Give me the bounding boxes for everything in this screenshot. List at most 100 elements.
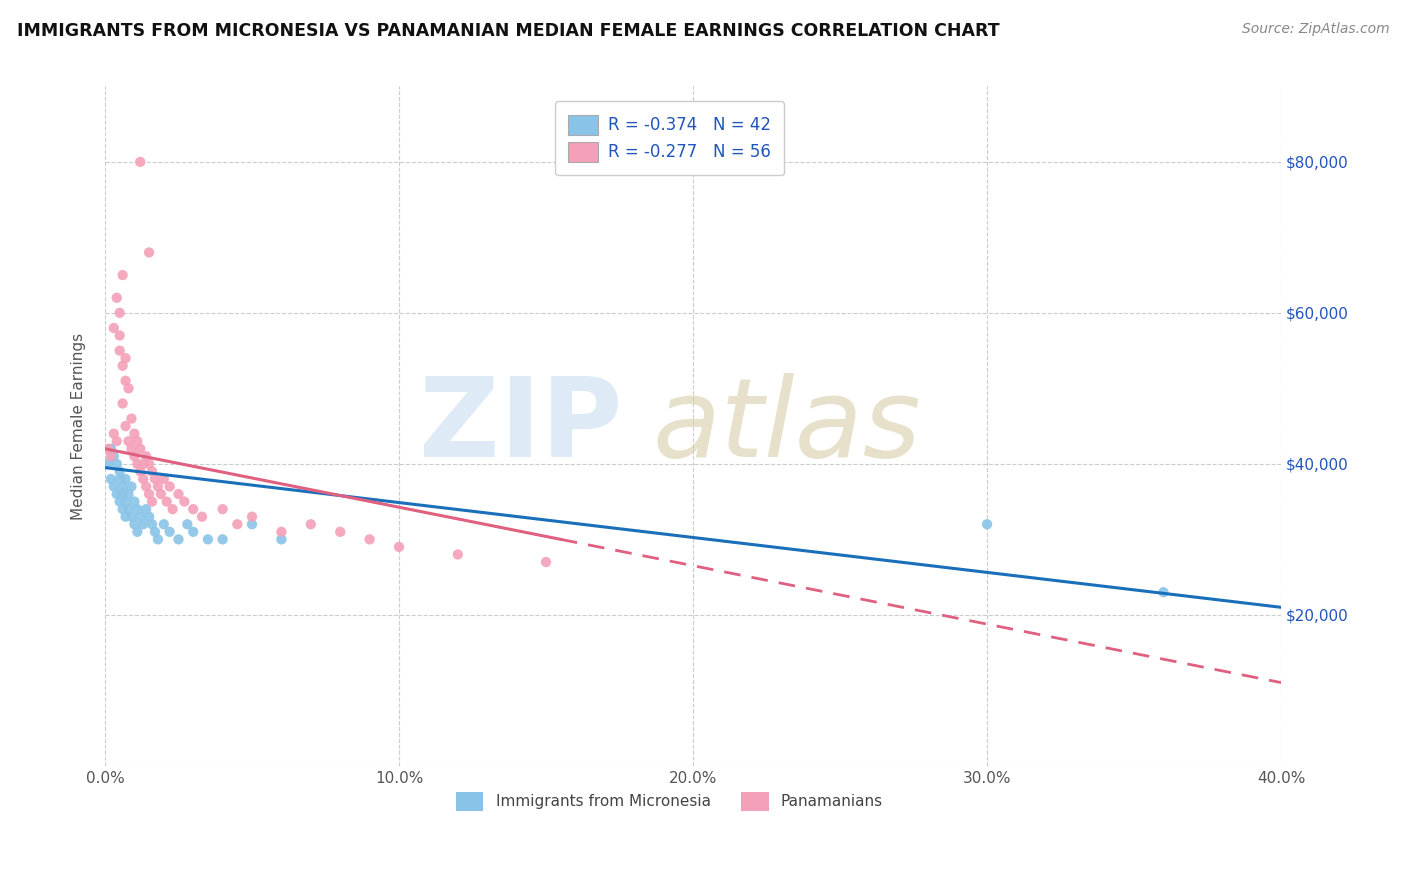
- Point: [105, 434, 128, 449]
- Point: [124, 426, 146, 441]
- Point: [159, 524, 181, 539]
- Point: [388, 540, 411, 554]
- Point: [114, 351, 136, 366]
- Point: [1153, 585, 1175, 599]
- Point: [162, 502, 184, 516]
- Point: [135, 502, 157, 516]
- Point: [240, 509, 263, 524]
- Text: Source: ZipAtlas.com: Source: ZipAtlas.com: [1241, 22, 1389, 37]
- Point: [138, 509, 160, 524]
- Point: [534, 555, 557, 569]
- Y-axis label: Median Female Earnings: Median Female Earnings: [72, 333, 86, 520]
- Point: [103, 450, 125, 464]
- Point: [135, 479, 157, 493]
- Point: [129, 442, 152, 456]
- Point: [197, 533, 219, 547]
- Point: [173, 494, 195, 508]
- Point: [103, 479, 125, 493]
- Point: [105, 291, 128, 305]
- Point: [129, 464, 152, 478]
- Point: [111, 479, 134, 493]
- Point: [176, 517, 198, 532]
- Point: [108, 343, 131, 358]
- Point: [117, 487, 139, 501]
- Point: [100, 450, 122, 464]
- Point: [329, 524, 352, 539]
- Point: [135, 450, 157, 464]
- Point: [120, 442, 142, 456]
- Point: [111, 487, 134, 501]
- Point: [97, 442, 120, 456]
- Point: [129, 509, 152, 524]
- Point: [299, 517, 322, 532]
- Point: [167, 487, 190, 501]
- Point: [117, 434, 139, 449]
- Point: [181, 502, 204, 516]
- Point: [141, 517, 163, 532]
- Point: [108, 328, 131, 343]
- Point: [211, 502, 233, 516]
- Point: [114, 374, 136, 388]
- Point: [132, 457, 155, 471]
- Point: [138, 245, 160, 260]
- Point: [191, 509, 214, 524]
- Point: [100, 472, 122, 486]
- Point: [120, 509, 142, 524]
- Point: [111, 359, 134, 373]
- Point: [138, 487, 160, 501]
- Point: [359, 533, 381, 547]
- Text: atlas: atlas: [652, 373, 921, 480]
- Point: [211, 533, 233, 547]
- Point: [270, 524, 292, 539]
- Point: [976, 517, 998, 532]
- Point: [120, 411, 142, 425]
- Point: [127, 434, 149, 449]
- Point: [108, 306, 131, 320]
- Point: [143, 472, 166, 486]
- Point: [114, 419, 136, 434]
- Point: [152, 472, 174, 486]
- Text: ZIP: ZIP: [419, 373, 623, 480]
- Point: [105, 487, 128, 501]
- Point: [103, 321, 125, 335]
- Point: [146, 533, 169, 547]
- Point: [143, 524, 166, 539]
- Point: [108, 472, 131, 486]
- Text: IMMIGRANTS FROM MICRONESIA VS PANAMANIAN MEDIAN FEMALE EARNINGS CORRELATION CHAR: IMMIGRANTS FROM MICRONESIA VS PANAMANIAN…: [17, 22, 1000, 40]
- Point: [114, 494, 136, 508]
- Point: [111, 502, 134, 516]
- Point: [132, 472, 155, 486]
- Point: [97, 457, 120, 471]
- Point: [114, 472, 136, 486]
- Point: [120, 479, 142, 493]
- Point: [117, 502, 139, 516]
- Point: [108, 494, 131, 508]
- Point: [132, 517, 155, 532]
- Point: [240, 517, 263, 532]
- Point: [152, 517, 174, 532]
- Point: [226, 517, 249, 532]
- Point: [127, 457, 149, 471]
- Point: [129, 154, 152, 169]
- Point: [181, 524, 204, 539]
- Point: [138, 457, 160, 471]
- Point: [111, 396, 134, 410]
- Point: [447, 548, 470, 562]
- Point: [114, 509, 136, 524]
- Point: [270, 533, 292, 547]
- Point: [105, 457, 128, 471]
- Point: [127, 524, 149, 539]
- Point: [127, 502, 149, 516]
- Point: [103, 426, 125, 441]
- Point: [111, 268, 134, 282]
- Point: [124, 517, 146, 532]
- Point: [156, 494, 179, 508]
- Point: [117, 381, 139, 395]
- Point: [124, 494, 146, 508]
- Point: [149, 487, 172, 501]
- Point: [146, 479, 169, 493]
- Legend: Immigrants from Micronesia, Panamanians: Immigrants from Micronesia, Panamanians: [444, 780, 896, 822]
- Point: [100, 442, 122, 456]
- Point: [141, 464, 163, 478]
- Point: [141, 494, 163, 508]
